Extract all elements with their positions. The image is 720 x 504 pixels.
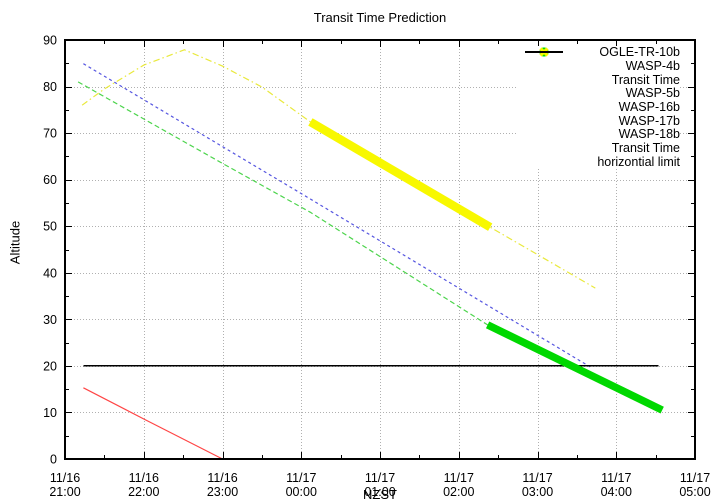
x-tick-time: 21:00 — [49, 485, 80, 499]
x-tick-time: 05:00 — [679, 485, 710, 499]
axis-ticks — [65, 40, 696, 460]
x-axis-label: NZST — [363, 487, 397, 502]
y-tick-label: 90 — [43, 34, 57, 48]
x-tick-time: 00:00 — [286, 485, 317, 499]
x-tick-date: 11/16 — [207, 471, 237, 485]
y-tick-label: 80 — [43, 80, 57, 94]
y-tick-label: 10 — [43, 406, 57, 420]
y-tick-label: 70 — [43, 127, 57, 141]
y-tick-label: 0 — [50, 453, 57, 467]
legend-row-6: WASP-18b — [516, 51, 680, 142]
chart-title: Transit Time Prediction — [313, 10, 447, 25]
x-tick-date: 11/17 — [444, 471, 474, 485]
legend-row-4: WASP-16b — [516, 51, 680, 115]
x-tick-date: 11/17 — [286, 471, 316, 485]
x-tick-date: 11/16 — [50, 471, 80, 485]
legend-row-5: WASP-17b — [516, 51, 680, 128]
tick-labels: 11/1621:0011/1622:0011/1623:0011/1700:00… — [43, 34, 711, 500]
x-tick-date: 11/17 — [522, 471, 552, 485]
legend-row-7: Transit Time — [516, 47, 680, 156]
legend-line-sample — [525, 51, 563, 53]
legend-label: WASP-5b — [625, 86, 680, 101]
x-tick-time: 03:00 — [522, 485, 553, 499]
y-tick-label: 60 — [43, 173, 57, 187]
x-tick-date: 11/17 — [365, 471, 395, 485]
x-tick-time: 02:00 — [443, 485, 474, 499]
legend-label: WASP-18b — [618, 127, 680, 142]
legend-row-1: WASP-4b — [516, 51, 680, 74]
legend-label: WASP-16b — [618, 100, 680, 115]
legend-label: OGLE-TR-10b — [599, 45, 680, 60]
legend-label: Transit Time — [611, 72, 680, 87]
legend-label: horizontial limit — [597, 154, 680, 169]
legend-label: WASP-17b — [618, 113, 680, 128]
x-tick-time: 22:00 — [128, 485, 159, 499]
x-tick-time: 01:00 — [364, 485, 395, 499]
y-tick-label: 30 — [43, 313, 57, 327]
series-wasp-4b-1 — [77, 81, 663, 411]
legend-row-8: horizontial limit — [516, 51, 680, 170]
y-tick-label: 50 — [43, 220, 57, 234]
series-ogle-tr-10b-0 — [83, 387, 223, 460]
y-tick-label: 20 — [43, 359, 57, 373]
x-tick-time: 04:00 — [601, 485, 632, 499]
legend-row-2: Transit Time — [516, 47, 680, 87]
x-tick-date: 11/17 — [680, 471, 710, 485]
series-transit-time-2 — [485, 321, 664, 414]
x-tick-date: 11/16 — [129, 471, 159, 485]
legend-row-3: WASP-5b — [516, 51, 680, 101]
legend-label: Transit Time — [611, 141, 680, 156]
legend-label: WASP-4b — [625, 59, 680, 74]
x-tick-date: 11/17 — [601, 471, 631, 485]
series-wasp-5b-3 — [83, 63, 591, 368]
y-axis-label: Altitude — [7, 220, 23, 265]
y-tick-label: 40 — [43, 266, 57, 280]
x-tick-time: 23:00 — [207, 485, 238, 499]
series-transit-time-7 — [308, 118, 493, 231]
chart-legend: OGLE-TR-10b WASP-4b Transit Time WASP-5b WAS… — [516, 45, 680, 170]
series-wasp-18b-6 — [81, 49, 596, 289]
